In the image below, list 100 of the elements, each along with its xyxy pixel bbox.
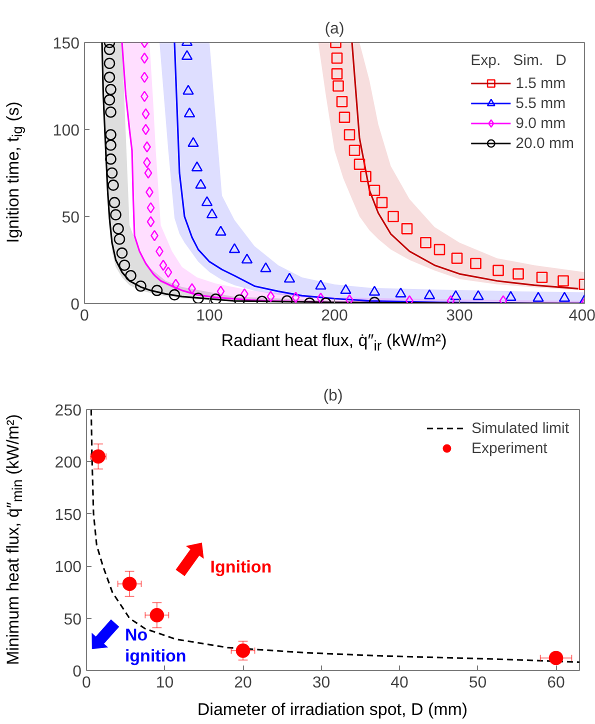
annotation: No ignition [124,625,186,666]
point [118,260,130,271]
point [234,294,246,304]
point [492,264,504,276]
x-tick-label: 100 [196,308,223,324]
point [142,108,150,120]
point [144,167,152,179]
point [512,268,524,280]
point [228,243,240,254]
point [434,244,446,256]
legend-title: Exp. Sim. D [470,52,568,69]
y-tick-label: 0 [72,664,82,680]
point [91,449,106,464]
point [558,275,569,287]
point [470,258,482,270]
point [548,650,564,666]
point [110,209,122,220]
point [215,226,226,236]
point [151,284,163,296]
x-tick-label: 20 [234,674,252,692]
legend-label: 20.0 mm [516,134,574,152]
point [292,292,300,304]
point [105,84,116,96]
point [344,129,356,140]
y-tick-label: 150 [54,506,82,524]
point [558,292,570,302]
point [368,286,380,296]
point [236,644,250,658]
point [142,124,150,136]
annotation: Ignition [210,558,272,577]
point [104,72,116,83]
point [376,196,388,208]
point [108,180,119,191]
y-tick-label: 150 [52,36,80,52]
point [125,270,136,282]
x-tick-label: 10 [156,674,174,692]
legend-label: Simulated limit [471,419,569,437]
point [146,216,155,228]
point [401,223,413,234]
point [340,284,352,294]
legend-label: 9.0 mm [516,114,566,132]
point [346,294,354,304]
point [266,290,275,302]
point [338,112,350,123]
point [172,278,180,290]
x-tick-label: 300 [446,308,473,324]
point [105,129,116,140]
legend-label: Experiment [471,439,548,457]
point [368,184,380,196]
point [168,289,180,300]
point [116,247,128,259]
point [420,236,432,248]
chart-title: (b) [323,388,343,404]
point [192,292,204,304]
point [472,290,484,300]
point [195,178,206,189]
legend-label: 1.5 mm [516,74,566,92]
x-tick-label: 400 [568,308,595,324]
y-tick-label: 100 [52,122,80,140]
x-axis-title: Radiant heat flux, q̇″$_{ir}$ (kW/m²) [220,330,448,356]
point [536,272,548,284]
y-tick-label: 100 [54,559,82,576]
y-tick-label: 50 [62,210,80,226]
point [105,140,116,151]
point [210,294,222,304]
point [284,272,296,283]
point [331,52,343,64]
point [532,292,544,302]
point [106,167,118,179]
point [206,208,218,218]
point [164,266,172,278]
point [332,80,344,92]
x-tick-label: 50 [468,674,487,692]
point [216,286,225,297]
legend-label: 5.5 mm [516,94,566,112]
y-tick-label: 50 [64,611,82,628]
point [450,290,462,300]
point [360,170,372,182]
point [135,280,146,292]
x-tick-label: 60 [547,674,566,692]
y-tick-label: 200 [54,454,82,472]
point [146,202,155,214]
point [159,260,168,271]
point [105,153,116,165]
point [104,44,116,56]
point [241,254,253,264]
point [104,94,116,106]
point [104,58,116,70]
chart-title: (a) [324,20,344,38]
point [451,252,463,264]
point [505,290,516,301]
point [105,106,116,118]
y-tick-label: 0 [70,296,80,314]
point [331,68,343,80]
point [354,158,366,170]
y-tick-label: 250 [54,402,82,420]
x-tick-label: 200 [321,308,348,324]
x-tick-label: 40 [390,674,409,692]
point [315,280,326,290]
point [316,292,325,304]
